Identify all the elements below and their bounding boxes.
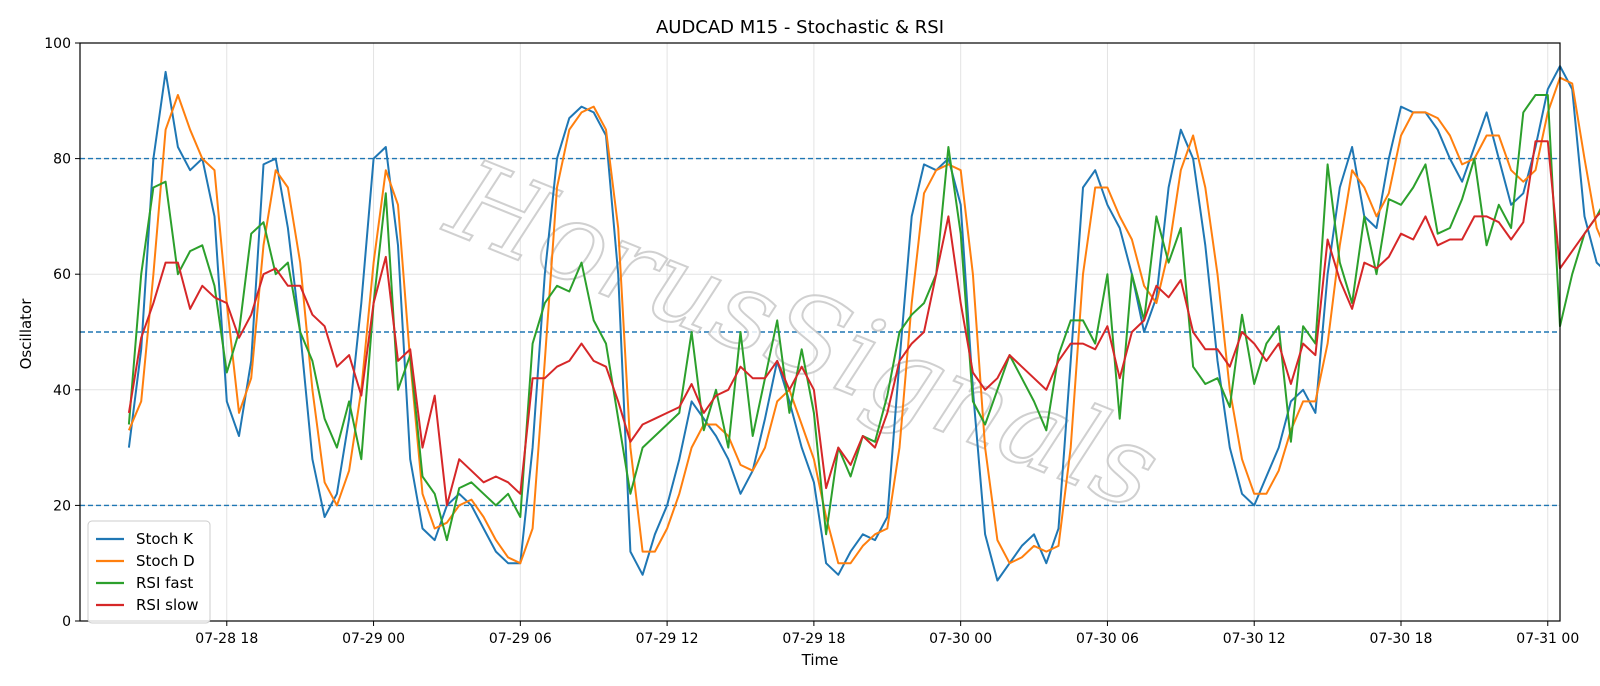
legend-box (87, 520, 211, 624)
x-tick-label: 07-29 12 (636, 631, 699, 647)
watermark: HorusSignals (429, 133, 1177, 536)
series-lines (127, 65, 1600, 582)
legend-label: Stoch K (136, 530, 194, 548)
y-tick-label: 100 (44, 36, 71, 52)
y-tick-label: 80 (53, 152, 71, 168)
x-tick-label: 07-30 12 (1223, 631, 1286, 647)
x-tick-label: 07-29 18 (782, 631, 845, 647)
legend-label: Stoch D (136, 552, 195, 570)
y-tick-label: 0 (62, 614, 71, 630)
x-axis-label: Time (801, 651, 839, 669)
y-tick-label: 40 (53, 383, 71, 399)
x-tick-label: 07-29 00 (342, 631, 405, 647)
chart-title: AUDCAD M15 - Stochastic & RSI (656, 17, 944, 38)
legend-label: RSI slow (136, 596, 199, 614)
series-line (127, 94, 1600, 542)
x-tick-label: 07-29 06 (489, 631, 552, 647)
axis-ticks: 0 20 40 60 80 100 07-28 18 07-29 00 07-29 06 07-2… (44, 36, 1579, 647)
y-tick-label: 60 (53, 267, 71, 283)
x-tick-label: 07-30 06 (1076, 631, 1139, 647)
plot-frame (79, 42, 1561, 622)
watermark-text: HorusSignals (430, 134, 1176, 535)
legend: Stoch K Stoch D RSI fast RSI slow (87, 520, 211, 624)
series-line (127, 140, 1600, 507)
series-line (127, 65, 1600, 582)
y-tick-label: 20 (53, 498, 71, 514)
reference-lines (80, 157, 1560, 507)
x-tick-label: 07-30 18 (1370, 631, 1433, 647)
x-tick-label: 07-30 00 (929, 631, 992, 647)
x-tick-label: 07-31 00 (1516, 631, 1579, 647)
x-tick-label: 07-28 18 (195, 631, 258, 647)
y-axis-label: Oscillator (17, 298, 35, 370)
legend-label: RSI fast (136, 574, 193, 592)
